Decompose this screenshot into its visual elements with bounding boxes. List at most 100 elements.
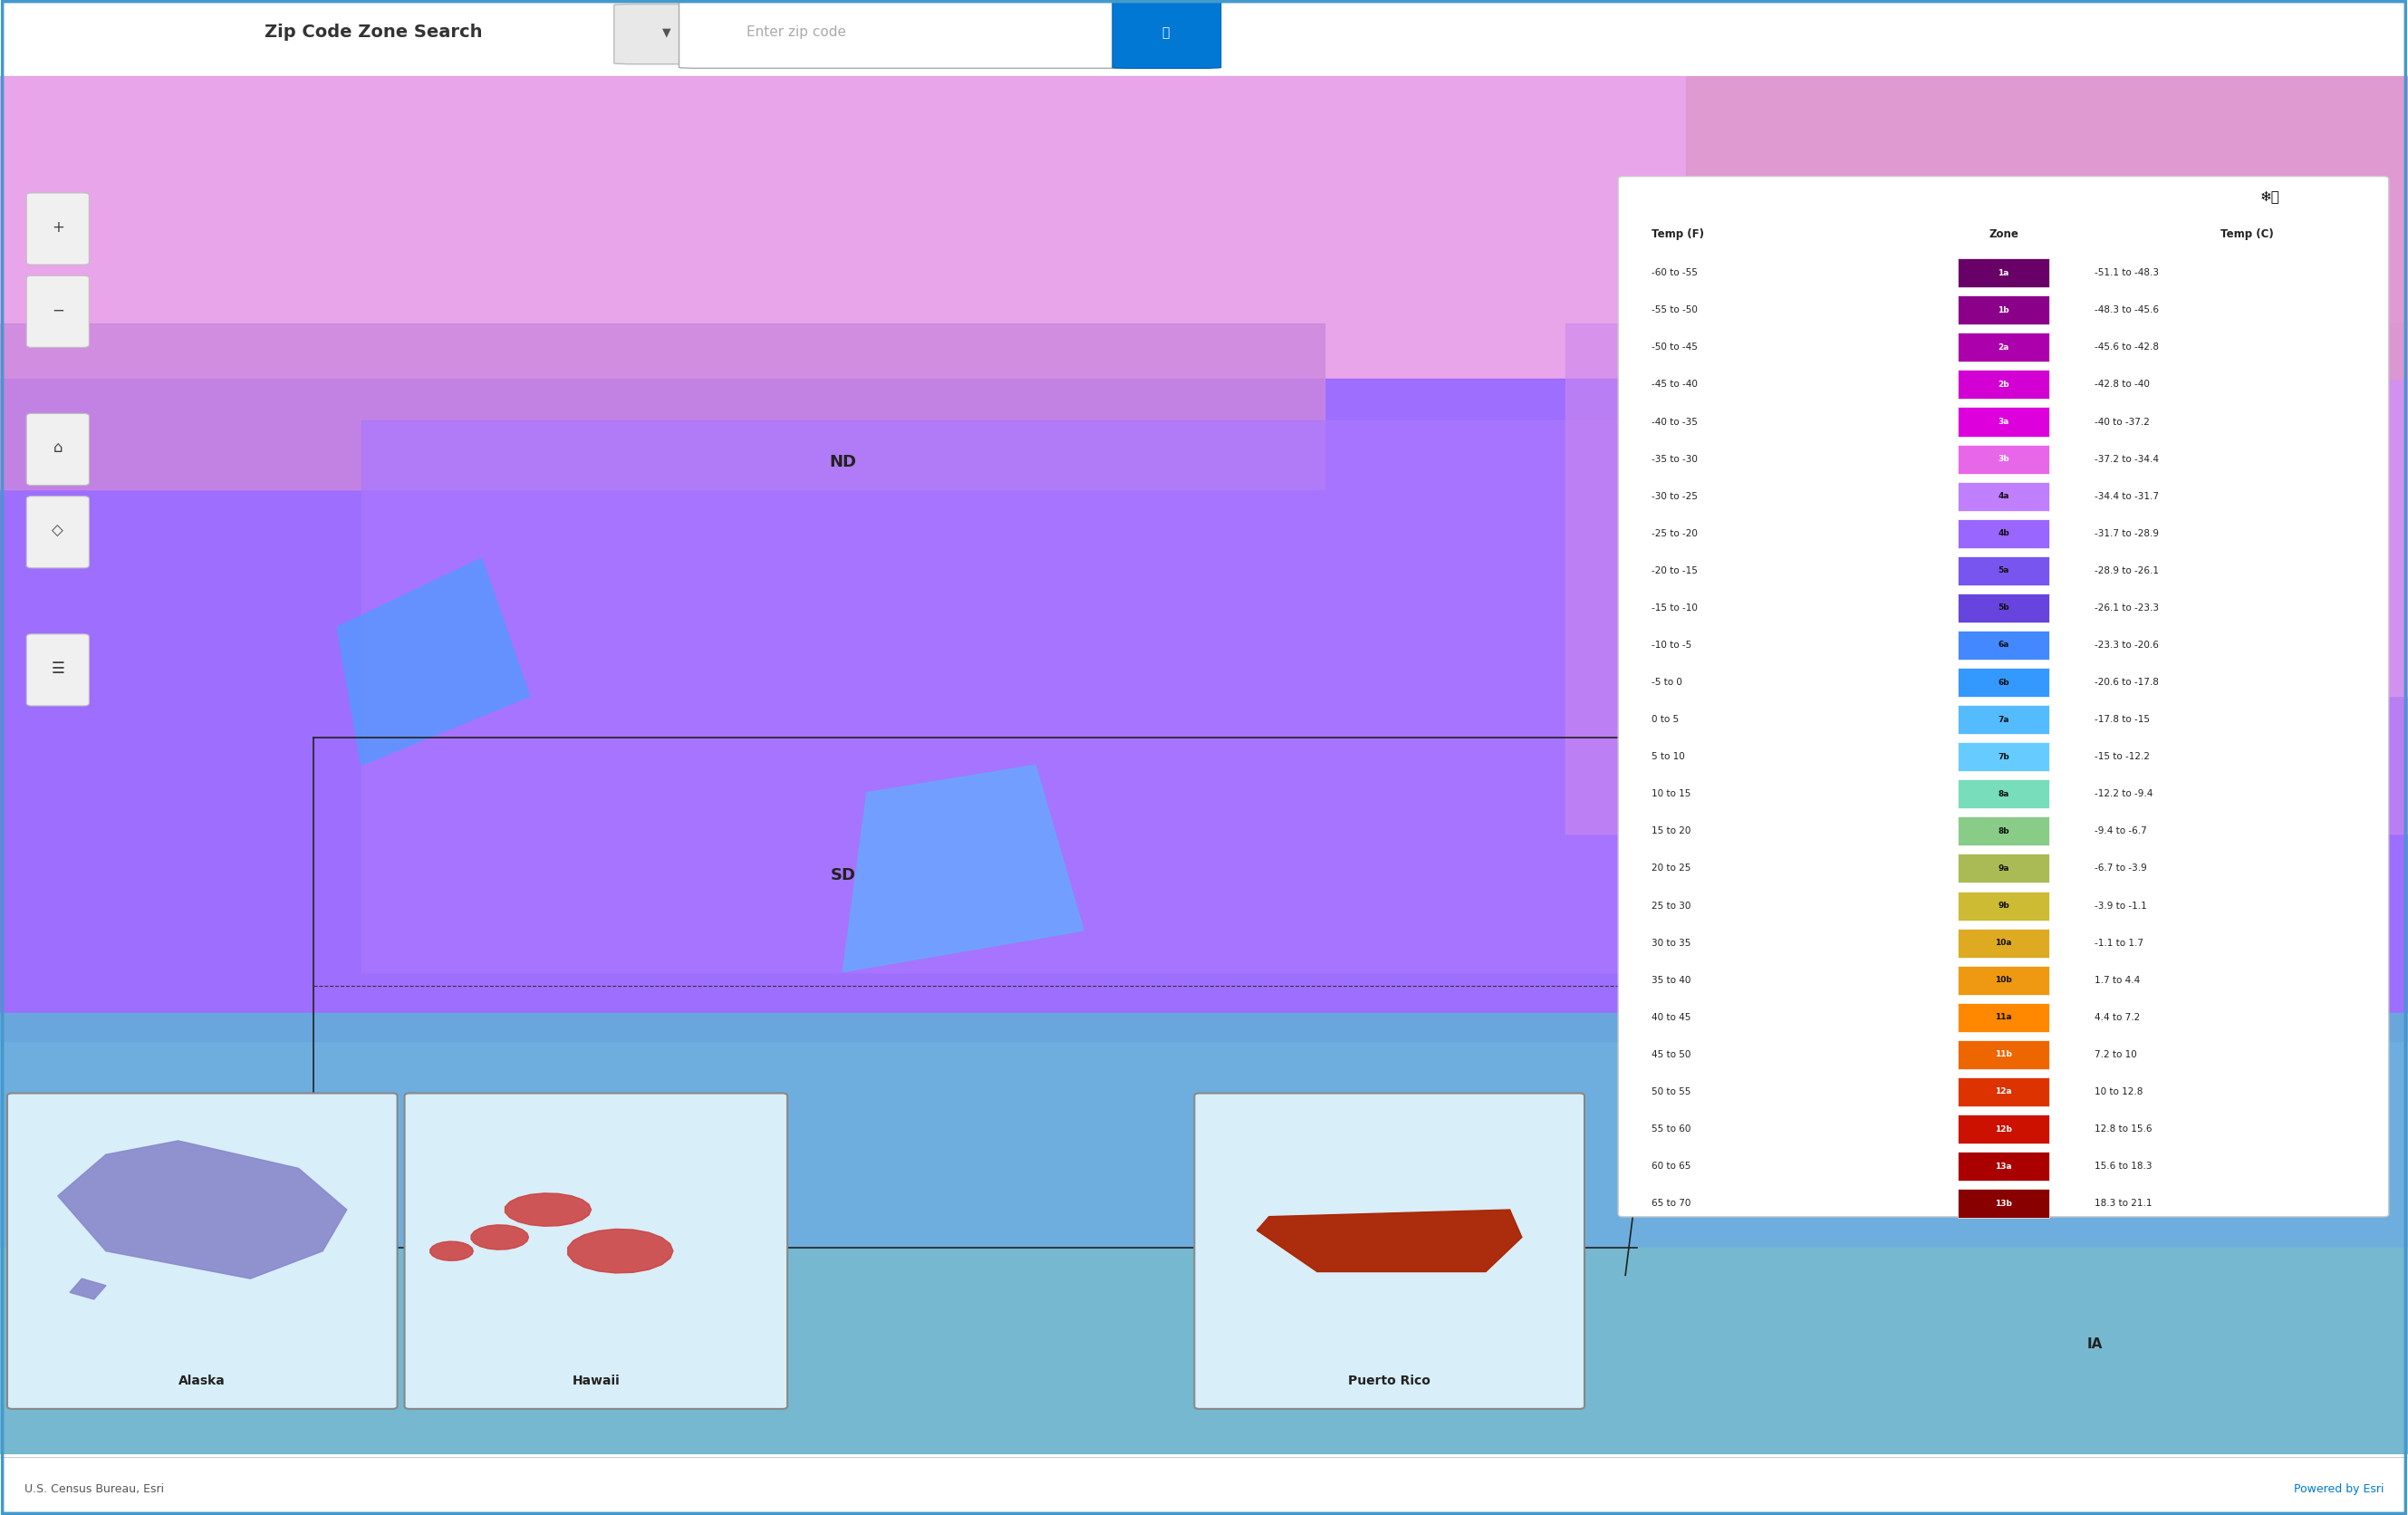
- Bar: [1958, 854, 2049, 883]
- Text: 45 to 50: 45 to 50: [1652, 1050, 1690, 1059]
- Bar: [1958, 630, 2049, 659]
- FancyBboxPatch shape: [26, 635, 89, 706]
- Text: Puerto Rico: Puerto Rico: [1348, 1376, 1430, 1388]
- Text: -12.2 to -9.4: -12.2 to -9.4: [2095, 789, 2153, 798]
- Text: 60 to 65: 60 to 65: [1652, 1162, 1690, 1171]
- Text: -40 to -37.2: -40 to -37.2: [2095, 417, 2150, 426]
- Text: -55 to -50: -55 to -50: [1652, 306, 1698, 315]
- Text: 30 to 35: 30 to 35: [1652, 938, 1690, 947]
- Polygon shape: [568, 1229, 674, 1273]
- Text: 5a: 5a: [1999, 567, 2008, 574]
- Text: -17.8 to -15: -17.8 to -15: [2095, 715, 2150, 724]
- Text: 55 to 60: 55 to 60: [1652, 1124, 1690, 1133]
- Text: -23.3 to -20.6: -23.3 to -20.6: [2095, 641, 2160, 650]
- Polygon shape: [58, 1141, 347, 1279]
- FancyBboxPatch shape: [7, 1094, 397, 1409]
- Bar: [1958, 1189, 2049, 1218]
- Text: 7b: 7b: [1999, 753, 2008, 761]
- Text: 1b: 1b: [1999, 306, 2008, 314]
- FancyBboxPatch shape: [1618, 176, 2389, 1217]
- Text: 8b: 8b: [1999, 827, 2008, 835]
- Text: IA: IA: [2088, 1338, 2102, 1351]
- Text: Alaska: Alaska: [178, 1376, 226, 1388]
- Text: 12b: 12b: [1994, 1126, 2013, 1133]
- Bar: [1958, 1077, 2049, 1106]
- Text: -1.1 to 1.7: -1.1 to 1.7: [2095, 938, 2143, 947]
- Text: -26.1 to -23.3: -26.1 to -23.3: [2095, 603, 2160, 612]
- Text: ⌂: ⌂: [53, 439, 63, 456]
- Text: 40 to 45: 40 to 45: [1652, 1014, 1690, 1023]
- Text: 10 to 12.8: 10 to 12.8: [2095, 1088, 2143, 1097]
- Text: 4.4 to 7.2: 4.4 to 7.2: [2095, 1014, 2141, 1023]
- Text: 3b: 3b: [1999, 454, 2008, 464]
- Text: 9a: 9a: [1999, 865, 2008, 873]
- Bar: [1958, 704, 2049, 735]
- Text: -42.8 to -40: -42.8 to -40: [2095, 380, 2150, 389]
- Text: -10 to -5: -10 to -5: [1652, 641, 1693, 650]
- Text: MN: MN: [1864, 591, 1893, 608]
- FancyBboxPatch shape: [26, 414, 89, 485]
- FancyBboxPatch shape: [679, 0, 1161, 68]
- Text: 5 to 10: 5 to 10: [1652, 753, 1686, 762]
- Text: Temp (C): Temp (C): [2220, 229, 2273, 241]
- Text: -15 to -10: -15 to -10: [1652, 603, 1698, 612]
- Text: 11a: 11a: [1996, 1014, 2013, 1021]
- Text: -51.1 to -48.3: -51.1 to -48.3: [2095, 268, 2160, 277]
- Text: 50 to 55: 50 to 55: [1652, 1088, 1690, 1097]
- FancyBboxPatch shape: [1112, 0, 1221, 68]
- Bar: [1958, 1003, 2049, 1032]
- Text: Temp (F): Temp (F): [1652, 229, 1705, 241]
- Text: 4b: 4b: [1999, 529, 2008, 538]
- Text: 65 to 70: 65 to 70: [1652, 1198, 1690, 1207]
- Polygon shape: [843, 765, 1084, 973]
- Text: SD: SD: [831, 867, 855, 883]
- Bar: [1958, 370, 2049, 398]
- Text: 6a: 6a: [1999, 641, 2008, 650]
- Bar: [1958, 444, 2049, 474]
- Polygon shape: [431, 1241, 472, 1260]
- Bar: [1958, 817, 2049, 845]
- Text: -15 to -12.2: -15 to -12.2: [2095, 753, 2150, 762]
- Text: -5 to 0: -5 to 0: [1652, 677, 1683, 686]
- Text: ▼: ▼: [662, 27, 672, 38]
- Text: 5b: 5b: [1999, 604, 2008, 612]
- Polygon shape: [1257, 1209, 1522, 1271]
- Bar: [1958, 1115, 2049, 1144]
- Bar: [1958, 482, 2049, 511]
- Text: -9.4 to -6.7: -9.4 to -6.7: [2095, 827, 2148, 836]
- Bar: [1958, 1041, 2049, 1070]
- FancyBboxPatch shape: [1194, 1094, 1584, 1409]
- Text: 15 to 20: 15 to 20: [1652, 827, 1690, 836]
- Text: 2b: 2b: [1999, 380, 2008, 389]
- Bar: [1958, 742, 2049, 771]
- Text: 8a: 8a: [1999, 789, 2008, 798]
- Text: -45.6 to -42.8: -45.6 to -42.8: [2095, 342, 2160, 351]
- Text: 12.8 to 15.6: 12.8 to 15.6: [2095, 1124, 2153, 1133]
- Bar: [1958, 295, 2049, 324]
- Text: 3a: 3a: [1999, 418, 2008, 426]
- Text: 13a: 13a: [1996, 1162, 2013, 1171]
- Bar: [1958, 520, 2049, 548]
- Polygon shape: [70, 1279, 106, 1300]
- Text: ND: ND: [828, 453, 857, 470]
- Text: U.S. Census Bureau, Esri: U.S. Census Bureau, Esri: [24, 1483, 164, 1495]
- Bar: [1958, 259, 2049, 288]
- Text: Enter zip code: Enter zip code: [746, 26, 845, 39]
- Text: -6.7 to -3.9: -6.7 to -3.9: [2095, 864, 2148, 873]
- Text: 10b: 10b: [1996, 976, 2013, 985]
- Polygon shape: [337, 559, 530, 765]
- Text: 0 to 5: 0 to 5: [1652, 715, 1678, 724]
- Polygon shape: [472, 1226, 530, 1250]
- Text: +: +: [51, 220, 65, 235]
- Text: 10 to 15: 10 to 15: [1652, 789, 1690, 798]
- Polygon shape: [506, 1194, 592, 1226]
- Text: Zone: Zone: [1989, 229, 2018, 241]
- Bar: [1958, 408, 2049, 436]
- Text: -28.9 to -26.1: -28.9 to -26.1: [2095, 567, 2160, 576]
- Text: 1a: 1a: [1999, 268, 2008, 277]
- Text: 10a: 10a: [1996, 939, 2013, 947]
- Text: 2a: 2a: [1999, 344, 2008, 351]
- Text: -30 to -25: -30 to -25: [1652, 492, 1698, 501]
- Text: -40 to -35: -40 to -35: [1652, 417, 1698, 426]
- Text: -34.4 to -31.7: -34.4 to -31.7: [2095, 492, 2160, 501]
